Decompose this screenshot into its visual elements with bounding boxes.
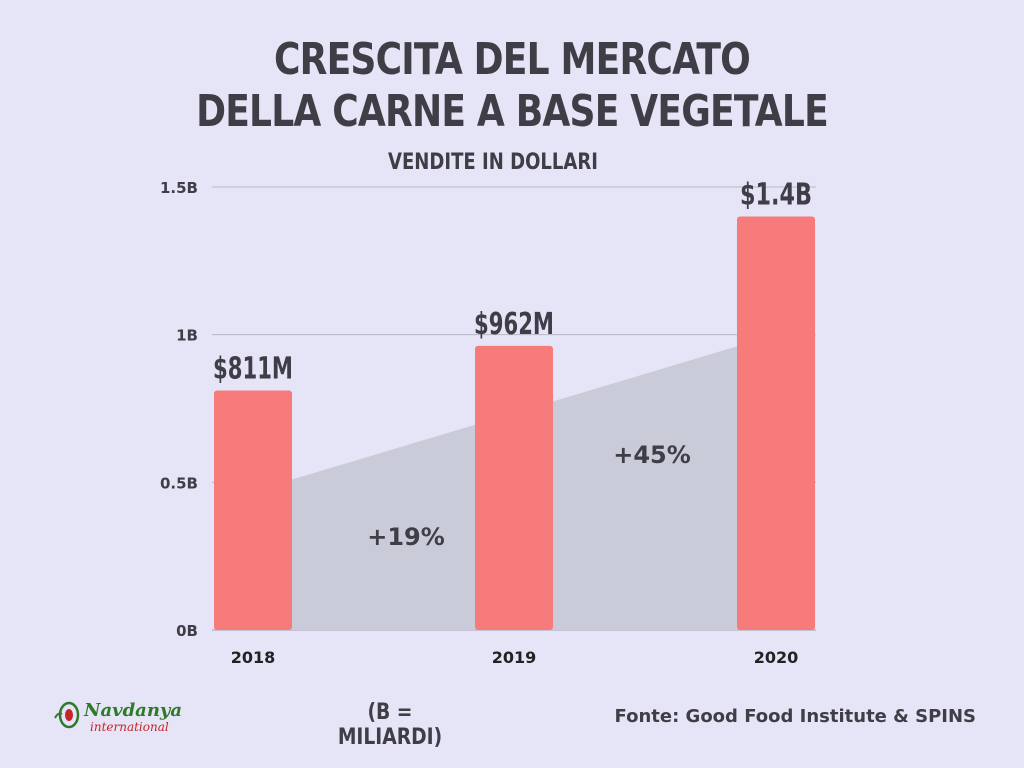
source-credit: Fonte: Good Food Institute & SPINS	[614, 706, 976, 727]
bar-value-label: $811M	[213, 351, 293, 386]
bar	[475, 345, 553, 630]
leaf-seed-icon	[54, 701, 80, 729]
growth-label: +19%	[367, 523, 445, 551]
chart-title-line-1: CRESCITA DEL MERCATO	[273, 34, 751, 85]
y-tick-label: 0.5B	[160, 474, 198, 492]
navdanya-logo: Navdanya international	[52, 694, 222, 740]
bar-value-label: $962M	[474, 307, 554, 342]
chart-title-line-2: DELLA CARNE A BASE VEGETALE	[196, 86, 829, 137]
x-tick-label: 2020	[754, 648, 799, 667]
growth-label: +45%	[613, 441, 691, 469]
unit-note: (B = MILIARDI)	[337, 700, 443, 750]
chart-title: CRESCITA DEL MERCATO DELLA CARNE A BASE …	[92, 34, 932, 138]
bar-value-label: $1.4B	[740, 178, 812, 213]
logo-subtitle: international	[90, 720, 169, 734]
y-tick-label: 0B	[176, 622, 198, 640]
y-tick-label: 1.5B	[160, 179, 198, 197]
x-tick-label: 2018	[231, 648, 276, 667]
y-tick-label: 1B	[176, 327, 198, 345]
bar	[737, 216, 815, 631]
bar	[214, 390, 292, 630]
logo-name: Navdanya	[84, 700, 183, 721]
x-tick-label: 2019	[492, 648, 537, 667]
chart-subtitle: VENDITE IN DOLLARI	[388, 150, 598, 175]
